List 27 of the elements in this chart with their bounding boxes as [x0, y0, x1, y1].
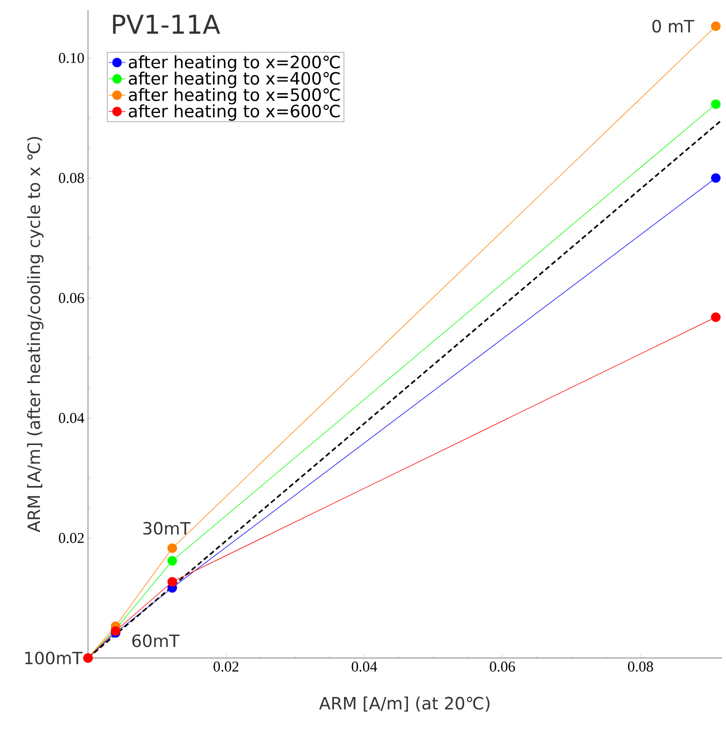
legend-label: after heating to x=500℃	[128, 88, 340, 104]
point	[710, 312, 721, 322]
x-tick-label: 0.02	[214, 662, 238, 672]
point	[710, 21, 721, 31]
annotation: 60mT	[132, 634, 180, 648]
x-axis-title: ARM [A/m] (at 20℃)	[319, 696, 490, 712]
y-tick-label: 0.06	[58, 292, 84, 304]
x-tick-label: 0.06	[490, 662, 516, 672]
annotation: 100mT	[25, 652, 83, 664]
point	[167, 543, 178, 553]
y-tick-label: 0.08	[58, 172, 84, 184]
point	[710, 99, 721, 109]
chart-title: PV1-11A	[113, 14, 220, 34]
annotation: 30mT	[143, 522, 190, 535]
y-axis-title: ARM [A/m] (after heating/cooling cycle to x ℃)	[27, 137, 44, 532]
y-tick-label: 0.10	[58, 52, 84, 64]
x-tick-label: 0.04	[352, 662, 378, 672]
annotation: 0 mT	[652, 20, 694, 33]
point	[167, 556, 178, 566]
point	[710, 173, 721, 183]
legend-label: after heating to x=600℃	[128, 104, 340, 121]
legend-label: after heating to x=200℃	[128, 55, 340, 72]
point	[167, 577, 178, 587]
y-tick-label: 0.04	[58, 412, 84, 424]
x-tick-label: 0.08	[628, 662, 654, 672]
y-tick-label: 0.02	[58, 532, 84, 544]
legend-label: after heating to x=400℃	[128, 72, 340, 88]
